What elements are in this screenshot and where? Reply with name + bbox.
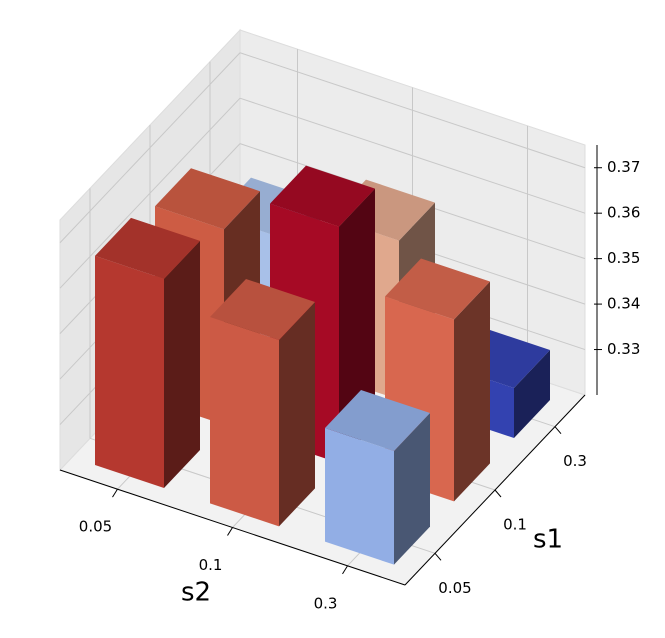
y-tick-label: 0.05 [438,579,471,597]
y-tick [494,489,502,498]
z-tick-label: 0.37 [607,158,640,176]
bar-side [454,281,490,502]
y-tick-label: 0.3 [563,452,587,470]
bar-side [394,413,430,565]
x-axis-label: s2 [181,578,211,608]
z-tick-label: 0.35 [607,249,640,267]
x-tick-label: 0.1 [199,556,223,574]
y-tick-label: 0.1 [503,516,527,534]
x-tick [112,488,118,498]
z-tick-label: 0.33 [607,340,640,358]
bar-top [210,278,315,340]
bar-top [95,217,200,279]
y-tick [434,553,442,561]
grid-line [239,97,586,214]
bar-top [325,390,430,452]
z-tick-label: 0.36 [607,204,640,222]
grid-line [59,97,241,289]
bar-top [270,165,375,227]
bar-top [155,168,260,230]
bar-side [164,240,200,488]
bar-front [325,428,394,565]
bar-side [514,350,550,438]
x-tick [227,527,233,536]
y-tick [554,426,562,434]
bar-front [210,316,279,527]
x-tick-label: 0.3 [314,594,338,612]
grid-line [59,52,241,244]
grid-line [239,52,586,169]
bar-front [95,255,164,488]
bar-top [385,258,490,320]
x-tick-label: 0.05 [79,518,112,536]
y-axis-label: s1 [533,525,563,555]
x-tick [342,565,348,575]
bar-side [279,301,315,527]
z-tick-label: 0.34 [607,295,640,313]
